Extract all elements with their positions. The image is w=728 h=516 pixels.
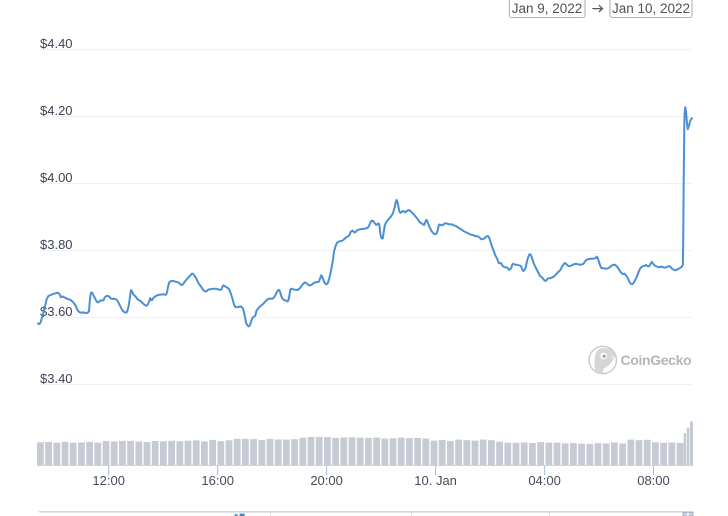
svg-text:CoinGecko: CoinGecko	[621, 352, 692, 368]
svg-text:20:00: 20:00	[310, 473, 343, 488]
svg-text:08:00: 08:00	[637, 473, 670, 488]
svg-text:04:00: 04:00	[528, 473, 561, 488]
svg-text:16:00: 16:00	[201, 473, 234, 488]
svg-text:$3.40: $3.40	[40, 371, 73, 386]
svg-text:$3.80: $3.80	[40, 237, 73, 252]
svg-text:10. Jan: 10. Jan	[414, 473, 457, 488]
svg-text:$4.40: $4.40	[40, 36, 73, 51]
svg-text:Jan 9, 2022: Jan 9, 2022	[512, 1, 583, 16]
svg-text:$4.00: $4.00	[40, 170, 73, 185]
svg-text:$3.60: $3.60	[40, 304, 73, 319]
svg-text:$4.20: $4.20	[40, 103, 73, 118]
svg-text:12:00: 12:00	[92, 473, 125, 488]
svg-text:Jan 10, 2022: Jan 10, 2022	[612, 1, 690, 16]
